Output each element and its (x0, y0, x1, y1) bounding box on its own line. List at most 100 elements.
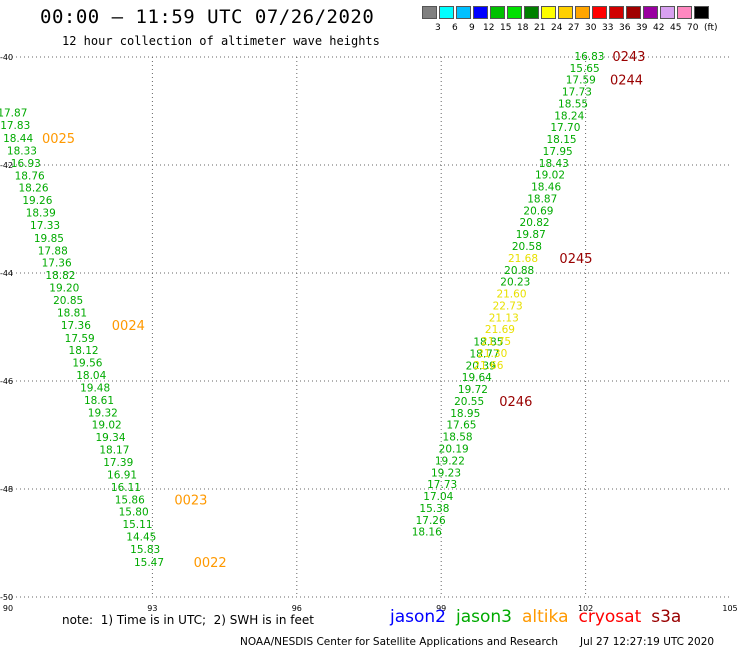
colorbar-label: 21 (534, 23, 546, 33)
wave-height-label: 17.39 (103, 457, 133, 469)
wave-height-label: 15.83 (130, 544, 160, 556)
colorbar-swatch (677, 6, 692, 19)
time-marker-label: 0025 (42, 132, 75, 147)
wave-height-label: 19.72 (458, 384, 488, 396)
wave-height-label: 18.61 (84, 395, 114, 407)
wave-height-label: 18.39 (26, 208, 56, 220)
wave-height-label: 18.55 (558, 98, 588, 110)
wave-height-label: 18.76 (15, 170, 45, 182)
wave-height-label: 20.39 (466, 360, 496, 372)
wave-height-label: 17.73 (427, 479, 457, 491)
wave-height-label: 19.48 (80, 382, 110, 394)
colorbar-swatch (643, 6, 658, 19)
wave-height-label: 18.77 (469, 348, 499, 360)
wave-height-label: 19.20 (49, 283, 79, 295)
wave-height-label: 18.87 (527, 193, 557, 205)
wave-height-label: 18.04 (76, 370, 106, 382)
y-tick-label: -50 (0, 593, 13, 602)
legend-entry: altika (522, 607, 569, 627)
wave-height-label: 20.82 (520, 217, 550, 229)
wave-height-label: 19.02 (92, 420, 122, 432)
wave-height-label: 15.47 (134, 557, 164, 569)
y-tick-label: -42 (0, 161, 13, 170)
y-tick-label: -40 (0, 53, 13, 62)
wave-height-label: 19.22 (435, 455, 465, 467)
wave-height-label: 21.66 (473, 360, 503, 372)
colorbar-label: 70 (687, 23, 699, 33)
colorbar-label: 3 (435, 23, 441, 33)
wave-height-label: 20.88 (504, 265, 534, 277)
y-tick-label: -46 (0, 377, 13, 386)
wave-height-label: 18.46 (531, 182, 561, 194)
chart-subtitle: 12 hour collection of altimeter wave hei… (62, 34, 380, 48)
wave-height-label: 21.75 (481, 336, 511, 348)
wave-height-label: 18.85 (473, 337, 503, 349)
wave-height-label: 18.26 (18, 183, 48, 195)
wave-height-label: 16.91 (107, 469, 137, 481)
wave-height-label: 15.80 (119, 507, 149, 519)
wave-height-label: 18.12 (69, 345, 99, 357)
wave-height-label: 17.65 (446, 420, 476, 432)
generated-timestamp: Jul 27 12:27:19 UTC 2020 (580, 636, 715, 648)
wave-height-label: 14.45 (126, 532, 156, 544)
colorbar-label: 9 (469, 23, 475, 33)
wave-height-label: 19.23 (431, 467, 461, 479)
colorbar-swatch (575, 6, 590, 19)
footnote: note: 1) Time is in UTC; 2) SWH is in fe… (62, 613, 314, 627)
legend-entry: jason3 (456, 607, 512, 627)
colorbar-swatch (439, 6, 454, 19)
wave-height-label: 21.68 (508, 253, 538, 265)
wave-height-label: 18.43 (539, 158, 569, 170)
colorbar-swatch (473, 6, 488, 19)
wave-height-label: 17.26 (416, 515, 446, 527)
colorbar-swatch (541, 6, 556, 19)
wave-height-label: 19.64 (462, 372, 492, 384)
wave-height-label: 18.15 (547, 134, 577, 146)
x-tick-label: 93 (147, 604, 157, 613)
wave-height-label: 17.04 (423, 491, 453, 503)
wave-height-label: 15.38 (419, 503, 449, 515)
x-tick-label: 102 (578, 604, 593, 613)
wave-height-label: 19.32 (88, 407, 118, 419)
wave-height-label: 20.23 (500, 277, 530, 289)
wave-height-label: 17.87 (0, 108, 27, 120)
wave-height-label: 19.02 (535, 170, 565, 182)
wave-height-label: 17.36 (42, 258, 72, 270)
wave-height-label: 15.86 (115, 494, 145, 506)
colorbar-swatch (524, 6, 539, 19)
credit-line: NOAA/NESDIS Center for Satellite Applica… (240, 636, 558, 648)
wave-height-label: 18.81 (57, 307, 87, 319)
legend-entry: cryosat (578, 607, 642, 627)
satellite-legend: jason2 jason3 altika cryosat s3a (390, 607, 691, 627)
time-marker-label: 0244 (610, 74, 643, 89)
time-marker-label: 0024 (112, 319, 145, 334)
colorbar-label: 18 (517, 23, 529, 33)
wave-height-label: 15.65 (570, 63, 600, 75)
time-marker-label: 0023 (174, 493, 207, 508)
wave-height-label: 18.82 (45, 270, 75, 282)
wave-height-label: 17.88 (38, 245, 68, 257)
colorbar-label: 6 (452, 23, 458, 33)
colorbar-label: 45 (670, 23, 682, 33)
colorbar-swatch (558, 6, 573, 19)
wave-height-label: 22.73 (493, 300, 523, 312)
colorbar-label: 24 (551, 23, 563, 33)
wave-height-label: 17.95 (543, 146, 573, 158)
wave-height-label: 21.69 (485, 324, 515, 336)
wave-height-label: 18.95 (450, 408, 480, 420)
colorbar-unit: (ft) (704, 23, 718, 33)
wave-height-label: 17.59 (566, 75, 596, 87)
colorbar-label: 36 (619, 23, 631, 33)
wave-height-label: 16.11 (111, 482, 141, 494)
wave-height-label: 18.17 (99, 445, 129, 457)
wave-height-label: 17.59 (65, 333, 95, 345)
colorbar-swatch (507, 6, 522, 19)
time-marker-label: 0243 (612, 50, 645, 65)
wave-height-label: 20.58 (512, 241, 542, 253)
time-marker-label: 0245 (559, 252, 592, 267)
wave-height-label: 16.93 (11, 158, 41, 170)
wave-height-label: 19.26 (22, 195, 52, 207)
colorbar-label: 42 (653, 23, 665, 33)
wave-height-label: 18.33 (7, 145, 37, 157)
wave-height-label: 21.30 (477, 348, 507, 360)
